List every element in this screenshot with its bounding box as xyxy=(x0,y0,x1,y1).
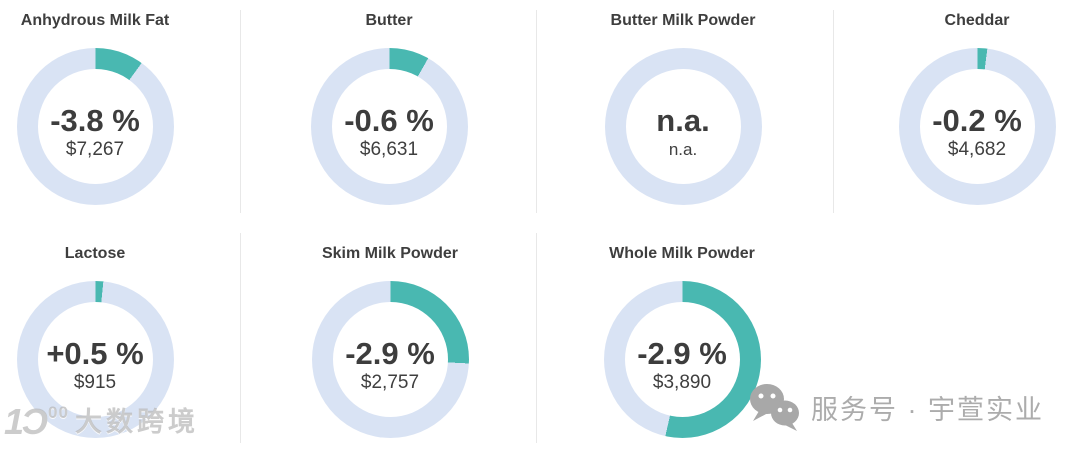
donut-chart[interactable]: -0.2 % $4,682 xyxy=(898,48,1056,205)
donut-hole: -2.9 % $3,890 xyxy=(624,302,740,417)
kpi-text-group: -0.6 % $6,631 xyxy=(344,102,434,162)
price-value: $6,631 xyxy=(359,138,419,160)
donut-chart[interactable]: -3.8 % $7,267 xyxy=(16,48,174,205)
kpi-card: Butter -0.6 % $6,631 xyxy=(294,0,484,215)
kpi-text-group: -0.2 % $4,682 xyxy=(932,102,1022,162)
kpi-text-group: -2.9 % $2,757 xyxy=(345,335,435,395)
product-title: Anhydrous Milk Fat xyxy=(20,12,170,29)
kpi-text-group: +0.5 % $915 xyxy=(46,335,144,395)
donut-hole: -3.8 % $7,267 xyxy=(37,69,153,184)
donut-hole: n.a. n.a. xyxy=(625,69,741,184)
donut-hole: -0.2 % $4,682 xyxy=(919,69,1035,184)
kpi-text-group: -2.9 % $3,890 xyxy=(637,335,727,395)
divider xyxy=(536,233,537,443)
donut-chart[interactable]: -2.9 % $2,757 xyxy=(311,281,469,438)
product-title: Whole Milk Powder xyxy=(609,245,755,262)
donut-chart[interactable]: -0.6 % $6,631 xyxy=(310,48,468,205)
product-title: Butter xyxy=(365,12,413,29)
donut-hole: -0.6 % $6,631 xyxy=(331,69,447,184)
percent-change: n.a. xyxy=(656,102,710,138)
percent-change: -0.2 % xyxy=(932,102,1022,138)
price-value: $2,757 xyxy=(360,371,420,393)
percent-change: -2.9 % xyxy=(345,335,435,371)
kpi-card: Butter Milk Powder n.a. n.a. xyxy=(588,0,778,215)
price-value: $3,890 xyxy=(652,371,712,393)
divider xyxy=(240,233,241,443)
kpi-card: Lactose +0.5 % $915 xyxy=(0,233,190,448)
divider xyxy=(536,10,537,213)
percent-change: -2.9 % xyxy=(637,335,727,371)
percent-change: -0.6 % xyxy=(344,102,434,138)
kpi-text-group: -3.8 % $7,267 xyxy=(50,102,140,162)
donut-chart[interactable]: +0.5 % $915 xyxy=(16,281,174,438)
donut-hole: -2.9 % $2,757 xyxy=(332,302,448,417)
divider xyxy=(833,10,834,213)
price-value: $4,682 xyxy=(947,138,1007,160)
kpi-card: Cheddar -0.2 % $4,682 xyxy=(882,0,1072,215)
donut-hole: +0.5 % $915 xyxy=(37,302,153,417)
percent-change: -3.8 % xyxy=(50,102,140,138)
watermark-right: 服务号 · 宇萱实业 xyxy=(748,383,1044,431)
donut-chart[interactable]: n.a. n.a. xyxy=(604,48,762,205)
kpi-card: Anhydrous Milk Fat -3.8 % $7,267 xyxy=(0,0,190,215)
price-value: $7,267 xyxy=(65,138,125,160)
product-title: Butter Milk Powder xyxy=(610,12,756,29)
kpi-card: Whole Milk Powder -2.9 % $3,890 xyxy=(587,233,777,448)
divider xyxy=(240,10,241,213)
kpi-card: Skim Milk Powder -2.9 % $2,757 xyxy=(295,233,485,448)
kpi-text-group: n.a. n.a. xyxy=(656,102,710,162)
donut-chart[interactable]: -2.9 % $3,890 xyxy=(603,281,761,438)
product-title: Skim Milk Powder xyxy=(321,245,459,262)
product-title: Lactose xyxy=(64,245,126,262)
product-title: Cheddar xyxy=(944,12,1010,29)
percent-change: +0.5 % xyxy=(46,335,144,371)
price-value: $915 xyxy=(73,371,117,393)
watermark-right-label: 服务号 · 宇萱实业 xyxy=(811,394,1044,425)
price-value: n.a. xyxy=(668,139,698,159)
